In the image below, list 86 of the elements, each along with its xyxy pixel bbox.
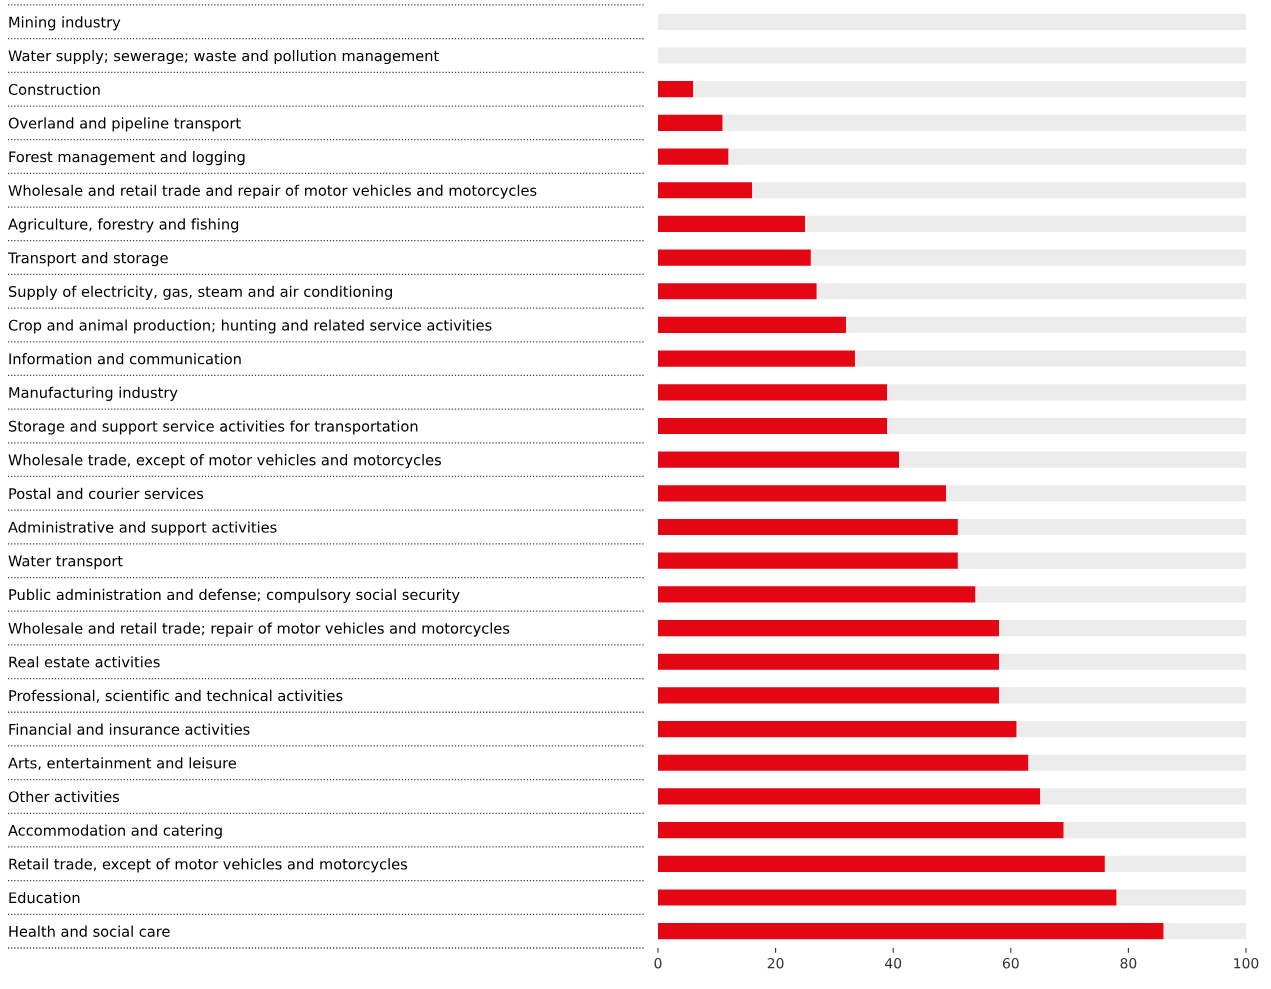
y-tick-label: Accommodation and catering — [8, 824, 222, 839]
x-tick-label: 40 — [885, 957, 902, 969]
x-tick-label: 80 — [1120, 957, 1137, 969]
bar — [887, 417, 1246, 435]
y-tick-label: Wholesale trade, except of motor vehicles and motorcycles — [8, 454, 441, 469]
x-tick-label: 20 — [767, 957, 784, 969]
y-tick-label: Water transport — [8, 555, 123, 570]
bar — [728, 148, 1246, 165]
bar — [1116, 889, 1246, 906]
bar — [658, 384, 888, 401]
bar — [658, 81, 694, 98]
y-tick-label: Wholesale and retail trade and repair of motor vehicles and motorcycles — [8, 184, 537, 199]
bar — [658, 586, 976, 603]
bar — [658, 754, 1029, 771]
bar — [846, 316, 1246, 334]
bar — [975, 586, 1246, 603]
bar — [957, 552, 1246, 569]
bar — [805, 215, 1246, 232]
y-tick-label: Other activities — [8, 790, 120, 803]
y-tick-label: Wholesale and retail trade; repair of motor vehicles and motorcycles — [8, 622, 510, 637]
y-tick-label: Health and social care — [9, 925, 170, 937]
y-tick-label: Information and communication — [9, 353, 241, 365]
bar — [658, 451, 900, 468]
bar — [946, 485, 1246, 502]
bar — [752, 182, 1246, 199]
bar — [658, 316, 847, 334]
bar — [816, 283, 1246, 300]
y-tick-label: Water supply; sewerage; waste and pollution management — [8, 49, 439, 65]
bar — [658, 485, 947, 502]
bar — [658, 653, 1000, 670]
bar — [658, 619, 1000, 637]
y-tick-label: Retail trade, except of motor vehicles and motorcycles — [9, 858, 408, 873]
y-tick-label: Supply of electricity, gas, steam and air conditioning — [8, 285, 392, 300]
bar — [1016, 721, 1246, 738]
bar — [658, 283, 817, 300]
bar — [658, 518, 958, 536]
y-tick-label: Arts, entertainment and leisure — [8, 757, 237, 770]
y-tick-label: Storage and support service activities for transportation — [8, 420, 418, 435]
bar — [658, 114, 723, 131]
bar — [854, 350, 1246, 367]
bar — [658, 249, 811, 266]
bar — [658, 182, 753, 199]
bar — [658, 417, 888, 435]
bar — [658, 215, 805, 232]
bar — [999, 619, 1246, 637]
y-tick-label: Education — [9, 891, 80, 904]
bar — [693, 81, 1246, 98]
x-tick-label: 100 — [1234, 957, 1259, 969]
y-tick-label: Crop and animal production; hunting and related service activities — [8, 319, 492, 334]
y-tick-label: Postal and courier services — [9, 487, 204, 500]
bar — [1028, 754, 1246, 771]
bar — [999, 653, 1246, 670]
x-tick-label: 0 — [654, 957, 662, 969]
y-tick-label: Construction — [8, 83, 100, 95]
y-tick-label: Transport and storage — [7, 252, 168, 267]
bar — [658, 350, 855, 367]
y-tick-label: Professional, scientific and technical activities — [9, 689, 343, 703]
bar — [658, 552, 958, 569]
y-tick-label: Real estate activities — [9, 656, 160, 668]
bar — [658, 889, 1117, 906]
bar — [658, 687, 1000, 704]
bar — [887, 384, 1246, 401]
bar — [722, 114, 1246, 131]
y-tick-label: Mining industry — [9, 16, 121, 31]
x-tick-label: 60 — [1002, 957, 1019, 969]
bar — [957, 518, 1246, 536]
bar — [658, 788, 1041, 805]
bar — [658, 721, 1017, 738]
bar — [658, 923, 1164, 940]
bar — [658, 148, 729, 165]
y-tick-label: Overland and pipeline transport — [8, 117, 241, 132]
bar — [1063, 822, 1246, 839]
bar — [999, 687, 1246, 704]
bar — [658, 855, 1105, 872]
y-tick-label: Financial and insurance activities — [9, 723, 250, 735]
bar — [1040, 788, 1246, 805]
bar — [1104, 855, 1246, 872]
bar — [810, 249, 1246, 266]
bar — [1163, 923, 1246, 940]
y-tick-label: Public administration and defense; compulsory social security — [9, 588, 460, 603]
y-tick-label: Manufacturing industry — [9, 386, 178, 401]
bar — [658, 822, 1064, 839]
y-tick-label: Agriculture, forestry and fishing — [8, 218, 239, 233]
y-tick-label: Forest management and logging — [9, 151, 245, 166]
y-tick-label: Administrative and support activities — [8, 521, 277, 536]
bar — [899, 451, 1246, 468]
